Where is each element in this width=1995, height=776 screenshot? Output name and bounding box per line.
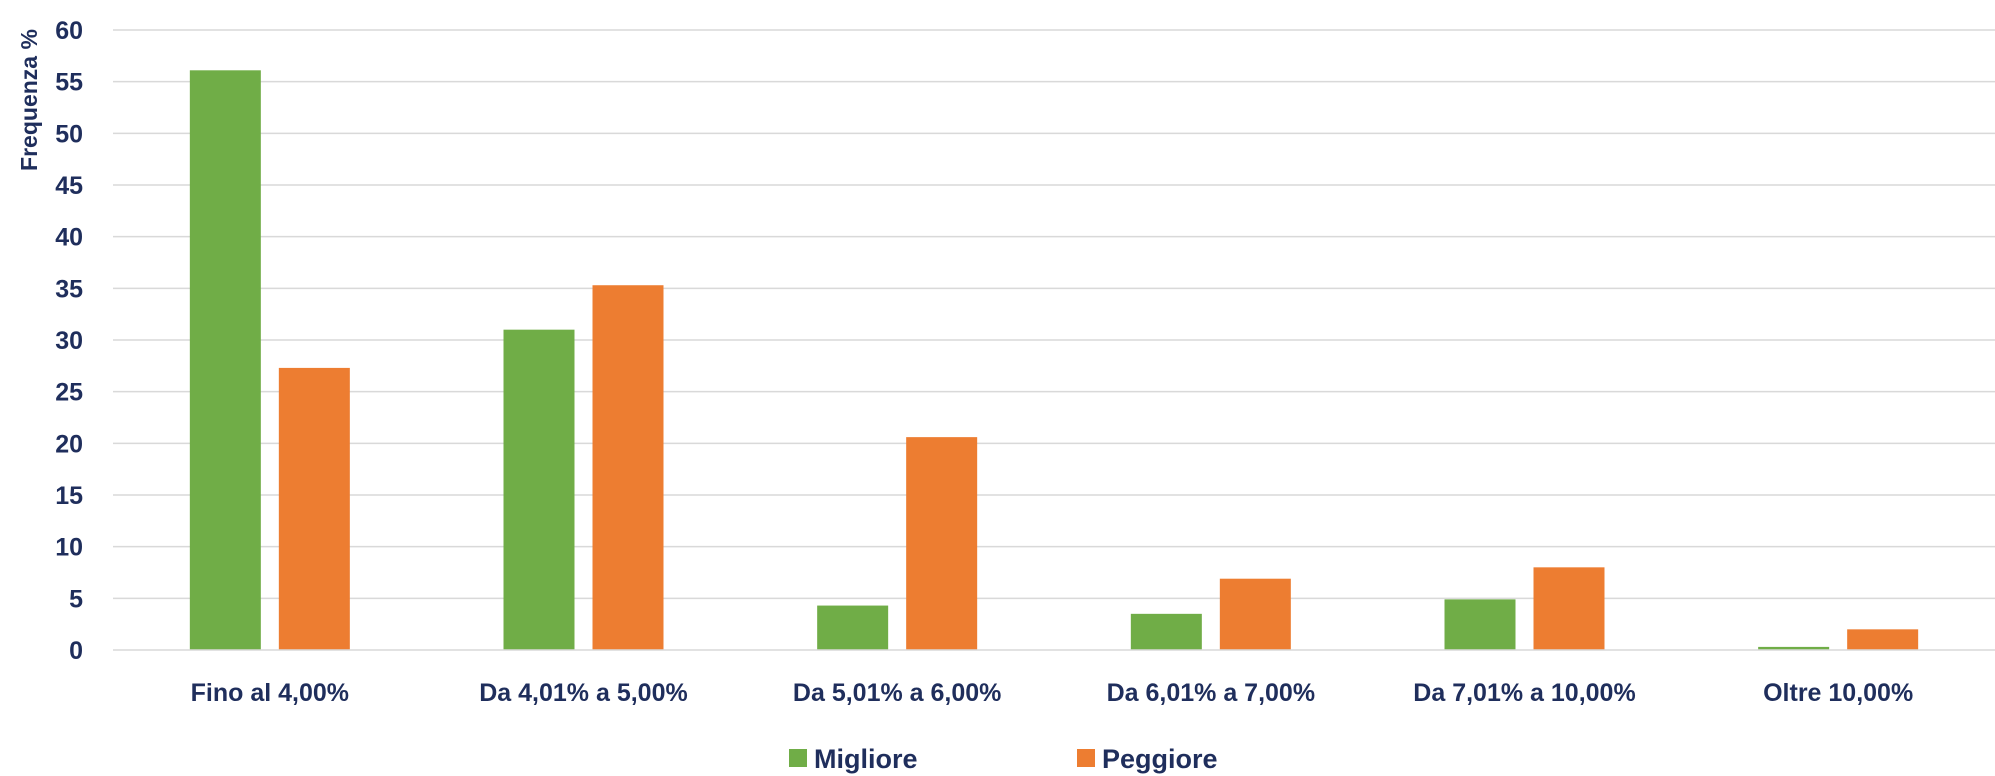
- bar-migliore: [1444, 599, 1516, 650]
- x-category-label: Da 5,01% a 6,00%: [793, 679, 1001, 707]
- y-tick-label: 55: [55, 69, 83, 97]
- x-category-label: Fino al 4,00%: [191, 679, 349, 707]
- legend: Migliore Peggiore: [789, 744, 1218, 774]
- legend-label-peggiore: Peggiore: [1102, 744, 1218, 774]
- bar-peggiore: [1219, 578, 1291, 650]
- y-tick-label: 10: [55, 534, 83, 562]
- y-tick-label: 25: [55, 379, 83, 407]
- y-tick-label: 5: [69, 585, 83, 613]
- bar-peggiore: [592, 285, 664, 650]
- bar-migliore: [189, 70, 261, 651]
- y-axis-ticks: 0 5 10 15 20 25 30 35 40 45 50 55 60: [55, 17, 83, 665]
- gridlines: [113, 29, 1995, 600]
- bar-migliore: [1130, 613, 1202, 650]
- y-tick-label: 45: [55, 172, 83, 200]
- y-tick-label: 60: [55, 17, 83, 45]
- y-tick-label: 35: [55, 275, 83, 303]
- y-axis-title: Frequenza %: [16, 29, 42, 171]
- y-tick-label: 30: [55, 327, 83, 355]
- bar-migliore: [1758, 646, 1830, 650]
- y-tick-label: 0: [69, 637, 83, 665]
- x-category-label: Oltre 10,00%: [1763, 679, 1913, 707]
- bar-migliore: [817, 605, 889, 650]
- x-category-label: Da 7,01% a 10,00%: [1413, 679, 1635, 707]
- bar-peggiore: [906, 437, 978, 650]
- bar-peggiore: [1533, 567, 1605, 650]
- bar-migliore: [503, 329, 575, 650]
- y-tick-label: 15: [55, 482, 83, 510]
- legend-label-migliore: Migliore: [814, 744, 918, 774]
- bars: [189, 70, 1919, 651]
- x-category-label: Da 4,01% a 5,00%: [479, 679, 687, 707]
- bar-peggiore: [1847, 629, 1919, 650]
- y-tick-label: 20: [55, 430, 83, 458]
- legend-swatch-peggiore: [1077, 749, 1095, 767]
- x-category-label: Da 6,01% a 7,00%: [1107, 679, 1315, 707]
- legend-swatch-migliore: [789, 749, 807, 767]
- y-tick-label: 50: [55, 120, 83, 148]
- bar-peggiore: [278, 367, 350, 650]
- y-tick-label: 40: [55, 224, 83, 252]
- x-axis-categories: Fino al 4,00% Da 4,01% a 5,00% Da 5,01% a …: [191, 679, 1914, 707]
